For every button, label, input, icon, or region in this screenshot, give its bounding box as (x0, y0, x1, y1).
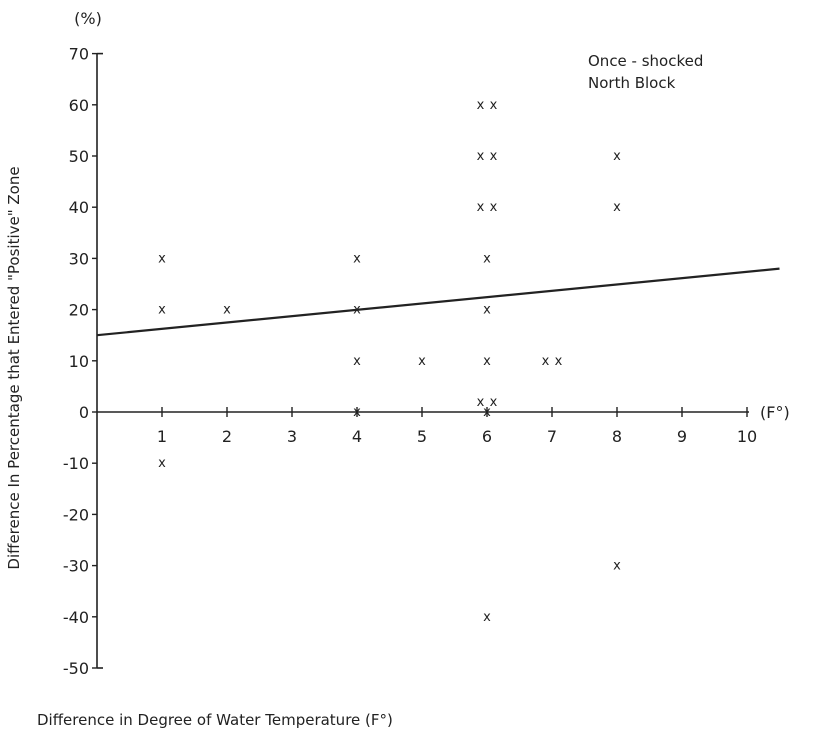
x-tick-label: 8 (612, 427, 622, 446)
annotation-line-2: North Block (588, 74, 676, 92)
y-tick-label: 60 (69, 96, 89, 115)
data-point: x (483, 610, 491, 625)
y-tick-label: -30 (63, 557, 89, 576)
y-tick-label: 70 (69, 45, 89, 64)
x-tick-label: 2 (222, 427, 232, 446)
y-axis (92, 52, 103, 669)
data-point: x (158, 251, 166, 266)
x-axis (97, 407, 749, 417)
y-tick-label: 10 (69, 352, 89, 371)
y-tick-label: 0 (79, 403, 89, 422)
data-point: x (613, 559, 621, 574)
y-tick-label: -10 (63, 454, 89, 473)
y-tick-labels: 70 60 50 40 30 20 10 0 -10 -20 -30 -40 -50 (63, 45, 89, 678)
data-point: x (353, 303, 361, 318)
y-unit-label: (%) (74, 9, 102, 28)
data-point: x (158, 303, 166, 318)
data-point: x (483, 354, 491, 369)
data-point: x (483, 405, 491, 420)
trend-line (96, 267, 780, 337)
x-tick-labels: 1 2 3 4 5 6 7 8 9 10 (157, 427, 757, 446)
x-tick-label: 3 (287, 427, 297, 446)
x-axis-title: Difference in Degree of Water Temperatur… (37, 711, 393, 729)
data-point: x (555, 354, 563, 369)
data-point: x (353, 354, 361, 369)
x-tick-label: 7 (547, 427, 557, 446)
x-tick-label: 1 (157, 427, 167, 446)
data-point: x (613, 200, 621, 215)
y-tick-label: 30 (69, 249, 89, 268)
data-point: x (477, 98, 485, 113)
data-point: x (483, 303, 491, 318)
x-unit-label: (F°) (760, 403, 790, 422)
x-tick-label: 9 (677, 427, 687, 446)
y-tick-label: -50 (63, 659, 89, 678)
data-point: x (477, 149, 485, 164)
data-point: x (483, 251, 491, 266)
y-tick-label: -20 (63, 505, 89, 524)
data-point: x (223, 303, 231, 318)
annotation-line-1: Once - shocked (588, 52, 703, 70)
data-point: x (158, 456, 166, 471)
data-point: x (477, 200, 485, 215)
data-point: x (477, 395, 485, 410)
data-point: x (490, 200, 498, 215)
data-point: x (490, 149, 498, 164)
y-tick-label: 50 (69, 147, 89, 166)
data-point: x (542, 354, 550, 369)
x-tick-label: 6 (482, 427, 492, 446)
data-point: x (353, 405, 361, 420)
y-tick-label: 20 (69, 301, 89, 320)
data-point: x (353, 251, 361, 266)
y-tick-label: -40 (63, 608, 89, 627)
trend-line-group (96, 267, 780, 337)
data-point: x (490, 395, 498, 410)
data-point: x (490, 98, 498, 113)
y-axis-title: Difference In Percentage that Entered "P… (5, 166, 23, 569)
data-point: x (613, 149, 621, 164)
y-tick-label: 40 (69, 198, 89, 217)
x-tick-label: 10 (737, 427, 757, 446)
x-tick-label: 5 (417, 427, 427, 446)
x-tick-label: 4 (352, 427, 362, 446)
data-point: x (418, 354, 426, 369)
